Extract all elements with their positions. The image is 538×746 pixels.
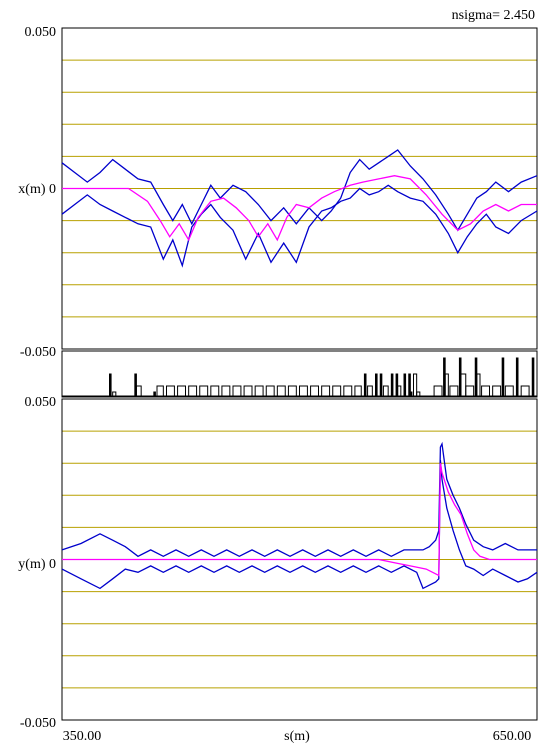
lattice-element	[390, 373, 394, 397]
lattice-element	[504, 385, 514, 397]
lattice-element	[515, 357, 519, 397]
lattice-element	[520, 385, 530, 397]
xtick-left: 350.00	[63, 729, 102, 744]
lattice-element	[481, 385, 491, 397]
y-plane-panel	[61, 398, 538, 721]
x-axis-label: s(m)	[284, 729, 310, 744]
lattice-element	[135, 385, 142, 397]
xtick-right: 650.00	[493, 729, 532, 744]
lattice-element	[166, 385, 175, 397]
y-ylabel: y(m) 0	[18, 557, 56, 572]
lattice-element	[449, 385, 459, 397]
lattice-element	[299, 385, 308, 397]
x-ylabel: x(m) 0	[18, 182, 56, 197]
lattice-element	[413, 373, 418, 397]
lattice-element	[363, 373, 367, 397]
lattice-element	[153, 391, 156, 397]
lattice-element	[531, 357, 535, 397]
lattice-element	[287, 385, 297, 397]
lattice-elements-panel	[61, 350, 538, 398]
x-plane-panel	[61, 27, 538, 350]
lattice-element	[276, 385, 286, 397]
lattice-element	[408, 373, 411, 397]
lattice-element	[354, 385, 362, 397]
x-ytick-bottom: -0.050	[20, 345, 56, 360]
lattice-element	[460, 373, 467, 397]
x-upper-line	[61, 149, 538, 232]
lattice-element	[444, 373, 449, 397]
lattice-element	[375, 373, 378, 397]
lattice-element	[210, 385, 220, 397]
lattice-element	[109, 373, 112, 397]
y-ytick-top: 0.050	[25, 395, 57, 410]
lattice-element	[254, 385, 264, 397]
lattice-element	[156, 385, 164, 397]
lattice-element	[476, 373, 481, 397]
elements-frame	[61, 350, 538, 398]
x-ytick-top: 0.050	[25, 25, 57, 40]
lattice-element	[501, 357, 505, 397]
lattice-element	[221, 385, 231, 397]
x-lower-line	[61, 184, 538, 268]
lattice-element	[397, 385, 402, 397]
lattice-element	[232, 385, 242, 397]
y-ytick-bottom: -0.050	[20, 716, 56, 731]
lattice-element	[403, 373, 407, 397]
y-upper-line	[61, 441, 537, 558]
lattice-element	[409, 391, 413, 397]
lattice-element	[382, 385, 389, 397]
lattice-element	[112, 391, 117, 397]
lattice-element	[188, 385, 198, 397]
lattice-element	[492, 385, 502, 397]
lattice-element	[332, 385, 342, 397]
lattice-element	[433, 385, 443, 397]
lattice-element	[265, 385, 275, 397]
lattice-element	[379, 373, 383, 397]
lattice-element	[343, 385, 353, 397]
lattice-element	[465, 385, 475, 397]
lattice-element	[416, 391, 421, 397]
lattice-element	[134, 373, 137, 397]
x-orbit-line	[62, 175, 537, 242]
lattice-element	[199, 385, 209, 397]
lattice-element	[243, 385, 253, 397]
lattice-element	[367, 385, 373, 397]
lattice-element	[395, 373, 399, 397]
lattice-element	[310, 385, 320, 397]
y-orbit-line	[62, 463, 537, 577]
lattice-element	[321, 385, 331, 397]
lattice-element	[177, 385, 186, 397]
y-lower-line	[61, 459, 538, 590]
nsigma-label: nsigma= 2.450	[452, 8, 535, 23]
